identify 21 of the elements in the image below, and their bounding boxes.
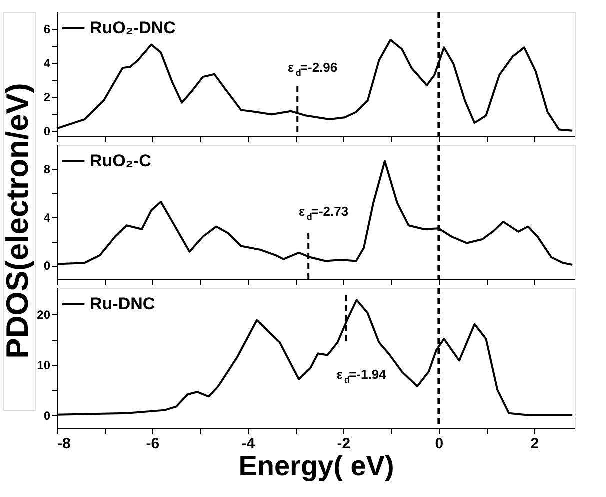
- y-tick-label: 0: [44, 259, 51, 274]
- y-tick-label: 4: [44, 210, 51, 225]
- y-tick-label: 8: [44, 162, 51, 177]
- x-tick-label: -2: [337, 436, 351, 452]
- y-tick-label: 2: [44, 90, 51, 104]
- x-axis-title: Energy( eV): [238, 450, 394, 482]
- y-tick-label: 10: [37, 358, 51, 372]
- y-tick-label: 6: [44, 22, 51, 36]
- x-tick-label: 2: [530, 436, 540, 452]
- y-tick-label: 20: [37, 308, 51, 322]
- legend-label: RuO₂-C: [90, 152, 152, 170]
- legend-label: Ru-DNC: [90, 294, 156, 314]
- x-tick-label: -8: [58, 436, 71, 452]
- x-tick-label: -4: [242, 436, 256, 452]
- y-tick-label: 0: [44, 124, 51, 138]
- y-axis-title: PDOS(electron/eV): [0, 83, 35, 359]
- y-tick-label: 4: [44, 56, 51, 70]
- x-tick-label: 0: [435, 436, 444, 452]
- legend-label: RuO₂-DNC: [90, 18, 176, 38]
- x-tick-label: -6: [146, 436, 160, 452]
- y-tick-label: 0: [44, 408, 51, 423]
